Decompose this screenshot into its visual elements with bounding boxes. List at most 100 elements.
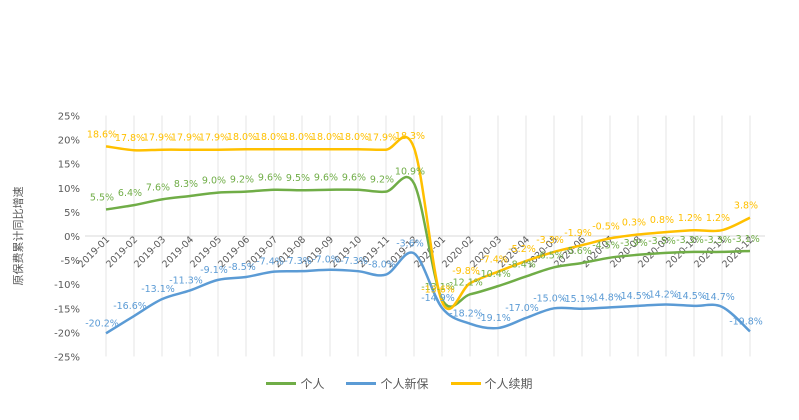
y-tick-label: 20% bbox=[58, 136, 80, 147]
legend-label: 个人新保 bbox=[380, 377, 429, 391]
data-label: -18.2% bbox=[449, 309, 483, 320]
y-tick-label: 0% bbox=[64, 232, 80, 243]
data-label: -6.5% bbox=[536, 250, 564, 261]
data-label: -3.9% bbox=[620, 238, 648, 249]
data-label: 0.8% bbox=[650, 215, 674, 226]
y-tick-label: -5% bbox=[61, 256, 80, 267]
data-label: -3.1% bbox=[732, 234, 760, 245]
data-label: 3.8% bbox=[734, 201, 758, 212]
data-label: -7.4% bbox=[480, 255, 508, 266]
data-label: 18.0% bbox=[255, 132, 285, 143]
data-label: -5.6% bbox=[564, 246, 592, 257]
y-axis: 25% 20% 15% 10% 5% 0% -5% -10% -15% -20% -25% bbox=[54, 112, 80, 364]
legend-item-new-business: 个人新保 bbox=[346, 375, 429, 392]
data-label: 9.6% bbox=[314, 173, 338, 184]
data-label: -7.3% bbox=[340, 256, 368, 267]
data-label: -19.1% bbox=[477, 313, 511, 324]
data-label: 18.0% bbox=[227, 132, 257, 143]
data-label: 18.0% bbox=[339, 132, 369, 143]
data-label: -9.1% bbox=[200, 265, 228, 276]
data-label: -14.5% bbox=[617, 291, 651, 302]
data-labels: 5.5% 6.4% 7.6% 8.3% 9.0% 9.2% 9.6% 9.5% 9.6% 9.6%… bbox=[85, 129, 763, 329]
gridlines bbox=[85, 115, 765, 357]
y-tick-label: -25% bbox=[54, 353, 80, 364]
data-label: 17.9% bbox=[171, 133, 201, 144]
legend-swatch-blue bbox=[346, 382, 377, 385]
data-label: -3.3% bbox=[676, 235, 704, 246]
data-label: -13.1% bbox=[141, 284, 175, 295]
data-label: 9.2% bbox=[370, 175, 394, 186]
series-line bbox=[105, 251, 751, 335]
legend-item-individual: 个人 bbox=[266, 375, 324, 392]
data-label: -20.2% bbox=[85, 318, 119, 329]
data-label: 6.4% bbox=[118, 188, 142, 199]
data-label: 18.6% bbox=[87, 129, 117, 140]
data-label: -7.4% bbox=[256, 257, 284, 268]
data-label: 17.9% bbox=[367, 133, 397, 144]
legend-label: 个人续期 bbox=[484, 377, 533, 391]
data-label: -14.2% bbox=[645, 289, 679, 300]
data-label: 17.9% bbox=[199, 133, 229, 144]
data-label: -10.4% bbox=[477, 269, 511, 280]
data-label: -4.5% bbox=[592, 241, 620, 252]
data-label: 8.3% bbox=[174, 179, 198, 190]
y-tick-label: -10% bbox=[54, 280, 80, 291]
data-label: -8.5% bbox=[228, 262, 256, 273]
data-label: 9.2% bbox=[230, 175, 254, 186]
legend-item-renewal: 个人续期 bbox=[450, 375, 533, 392]
y-tick-label: 25% bbox=[58, 112, 80, 123]
data-label: -3.3% bbox=[536, 235, 564, 246]
series-lines bbox=[105, 135, 751, 335]
legend-label: 个人 bbox=[300, 377, 325, 391]
data-label: 17.8% bbox=[115, 133, 145, 144]
data-label: -3.6% bbox=[396, 238, 424, 249]
data-label: -9.8% bbox=[452, 266, 480, 277]
legend-swatch-yellow bbox=[450, 382, 481, 385]
data-label: -15.0% bbox=[533, 293, 567, 304]
data-label: -14.8% bbox=[589, 292, 623, 303]
data-label: -8.0% bbox=[368, 260, 396, 271]
data-label: 17.9% bbox=[143, 133, 173, 144]
y-tick-label: 10% bbox=[58, 184, 80, 195]
data-label: 9.0% bbox=[202, 176, 226, 187]
data-label: 18.0% bbox=[283, 132, 313, 143]
y-tick-label: -15% bbox=[54, 304, 80, 315]
data-label: 18.0% bbox=[311, 132, 341, 143]
data-label: -3.3% bbox=[704, 235, 732, 246]
data-label: -14.7% bbox=[701, 292, 735, 303]
data-label: -17.0% bbox=[505, 303, 539, 314]
data-label: -19.8% bbox=[729, 316, 763, 327]
data-label: -7.3% bbox=[284, 256, 312, 267]
data-label: -14.5% bbox=[673, 291, 707, 302]
data-label: 18.3% bbox=[395, 131, 425, 142]
data-label: 9.5% bbox=[286, 173, 310, 184]
data-label: 7.6% bbox=[146, 182, 170, 193]
data-label: -1.9% bbox=[564, 228, 592, 239]
data-label: 10.9% bbox=[395, 166, 425, 177]
data-label: 1.2% bbox=[706, 213, 730, 224]
series-line bbox=[105, 175, 751, 308]
data-label: -14.9% bbox=[421, 293, 455, 304]
data-label: -16.6% bbox=[113, 301, 147, 312]
data-label: -13.1% bbox=[421, 282, 455, 293]
legend-swatch-green bbox=[266, 382, 297, 385]
data-label: 1.2% bbox=[678, 213, 702, 224]
data-label: -15.1% bbox=[561, 294, 595, 305]
y-tick-label: 15% bbox=[58, 160, 80, 171]
data-label: -0.5% bbox=[592, 221, 620, 232]
data-label: -13.6% bbox=[421, 285, 455, 296]
data-label: -11.3% bbox=[169, 275, 203, 286]
series-line bbox=[105, 135, 751, 311]
data-label: 9.6% bbox=[258, 173, 282, 184]
data-label: 9.6% bbox=[342, 173, 366, 184]
data-label: 0.3% bbox=[622, 218, 646, 229]
y-axis-title: 原保费累计同比增速 bbox=[11, 187, 25, 286]
data-label: -8.4% bbox=[508, 259, 536, 270]
data-label: -3.5% bbox=[648, 236, 676, 247]
data-label: 5.5% bbox=[90, 192, 114, 203]
y-tick-label: -20% bbox=[54, 328, 80, 339]
data-label: -7.0% bbox=[312, 255, 340, 266]
legend: 个人 个人新保 个人续期 bbox=[0, 375, 799, 392]
data-label: -12.1% bbox=[449, 277, 483, 288]
